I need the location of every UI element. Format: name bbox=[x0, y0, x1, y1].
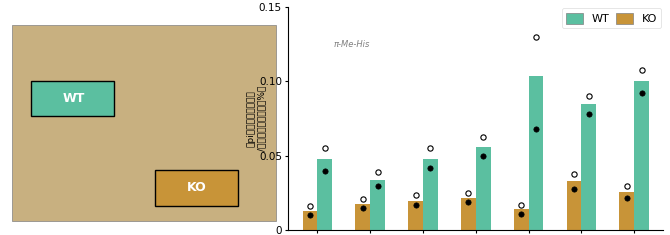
Bar bbox=[514, 209, 529, 230]
Bar bbox=[529, 75, 543, 230]
Bar bbox=[423, 159, 438, 230]
FancyBboxPatch shape bbox=[31, 81, 114, 117]
Bar bbox=[620, 192, 634, 230]
Legend: WT, KO: WT, KO bbox=[561, 8, 661, 28]
FancyBboxPatch shape bbox=[12, 25, 276, 221]
Bar bbox=[355, 204, 370, 230]
Bar bbox=[318, 159, 332, 230]
Bar bbox=[370, 180, 385, 230]
Bar bbox=[582, 104, 596, 230]
Y-axis label: （piメチルヒスチジン
/ヒスチジンに対する%）: （piメチルヒスチジン /ヒスチジンに対する%） bbox=[246, 86, 266, 151]
FancyBboxPatch shape bbox=[155, 170, 238, 206]
Text: WT: WT bbox=[63, 92, 85, 105]
Bar bbox=[567, 181, 582, 230]
Bar bbox=[634, 82, 649, 230]
Bar bbox=[408, 200, 423, 230]
Bar bbox=[461, 198, 476, 230]
Bar bbox=[303, 211, 318, 230]
Text: π-Me-His: π-Me-His bbox=[333, 40, 370, 49]
Text: KO: KO bbox=[187, 181, 206, 194]
Bar bbox=[476, 147, 490, 230]
